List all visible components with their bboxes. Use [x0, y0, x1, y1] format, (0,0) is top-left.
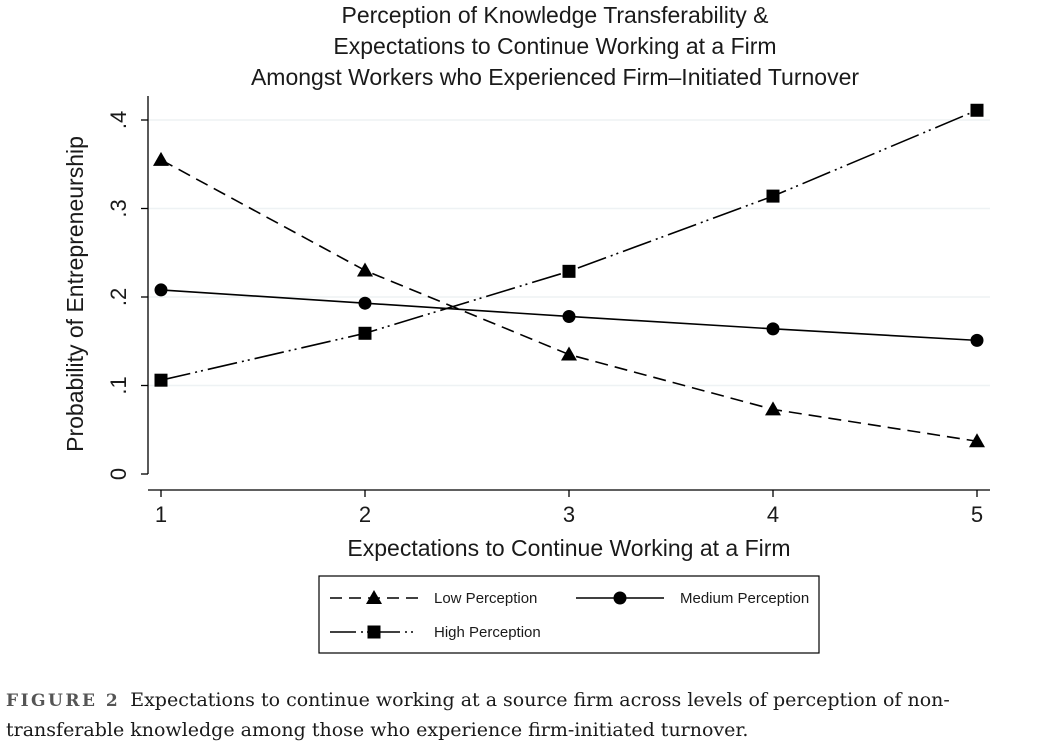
figure-caption: FIGURE 2 Expectations to continue working…	[6, 686, 1046, 745]
chart: Perception of Knowledge Transferability …	[62, 2, 990, 654]
data-point-medium-perception	[154, 283, 168, 297]
y-tick-label: 0	[106, 468, 131, 480]
legend-marker-medium-perception	[613, 591, 627, 605]
x-tick-label: 1	[155, 502, 167, 527]
series-high-perception	[154, 103, 984, 387]
y-tick-label: .1	[106, 376, 131, 394]
data-point-low-perception	[153, 151, 169, 166]
data-point-low-perception	[561, 346, 577, 361]
y-tick-label: .3	[106, 199, 131, 217]
data-point-medium-perception	[358, 296, 372, 310]
x-axis-ticks: 1 2 3 4 5	[155, 490, 983, 527]
data-point-low-perception	[765, 401, 781, 416]
legend-marker-high-perception	[367, 625, 381, 639]
legend-label-high-perception: High Perception	[434, 624, 541, 641]
data-point-medium-perception	[970, 333, 984, 347]
chart-title-line: Perception of Knowledge Transferability …	[341, 2, 768, 28]
x-tick-label: 4	[767, 502, 779, 527]
caption-label: FIGURE 2	[6, 691, 121, 711]
y-axis-title: Probability of Entrepreneurship	[62, 136, 88, 452]
legend-label-low-perception: Low Perception	[434, 590, 537, 607]
y-axis-ticks: 0 .1 .2 .3 .4	[106, 111, 148, 480]
legend-label-medium-perception: Medium Perception	[680, 590, 809, 607]
legend-marker-low-perception	[366, 590, 382, 604]
series-line-high-perception	[160, 109, 978, 381]
chart-title: Perception of Knowledge Transferability …	[251, 2, 859, 90]
legend: Low Perception Medium Perception High Perc…	[318, 575, 820, 654]
y-tick-label: .4	[106, 111, 131, 129]
data-point-high-perception	[970, 103, 984, 117]
grid	[148, 119, 990, 387]
x-axis-title: Expectations to Continue Working at a Fi…	[347, 535, 790, 561]
x-tick-label: 5	[971, 502, 983, 527]
data-point-high-perception	[154, 373, 168, 387]
data-point-low-perception	[969, 433, 985, 448]
data-point-low-perception	[357, 262, 373, 277]
caption-text: Expectations to continue working at a so…	[6, 689, 950, 741]
data-point-medium-perception	[562, 309, 576, 323]
chart-title-line: Amongst Workers who Experienced Firm–Ini…	[251, 64, 859, 90]
data-point-medium-perception	[766, 322, 780, 336]
y-tick-label: .2	[106, 288, 131, 306]
data-point-high-perception	[562, 264, 576, 278]
series-low-perception	[153, 151, 985, 448]
x-tick-label: 2	[359, 502, 371, 527]
series-line-low-perception	[160, 159, 978, 443]
chart-title-line: Expectations to Continue Working at a Fi…	[333, 33, 776, 59]
x-tick-label: 3	[563, 502, 575, 527]
series-medium-perception	[154, 283, 984, 347]
data-point-high-perception	[358, 326, 372, 340]
plot-series	[153, 103, 985, 448]
legend-box	[318, 575, 820, 654]
data-point-high-perception	[766, 189, 780, 203]
